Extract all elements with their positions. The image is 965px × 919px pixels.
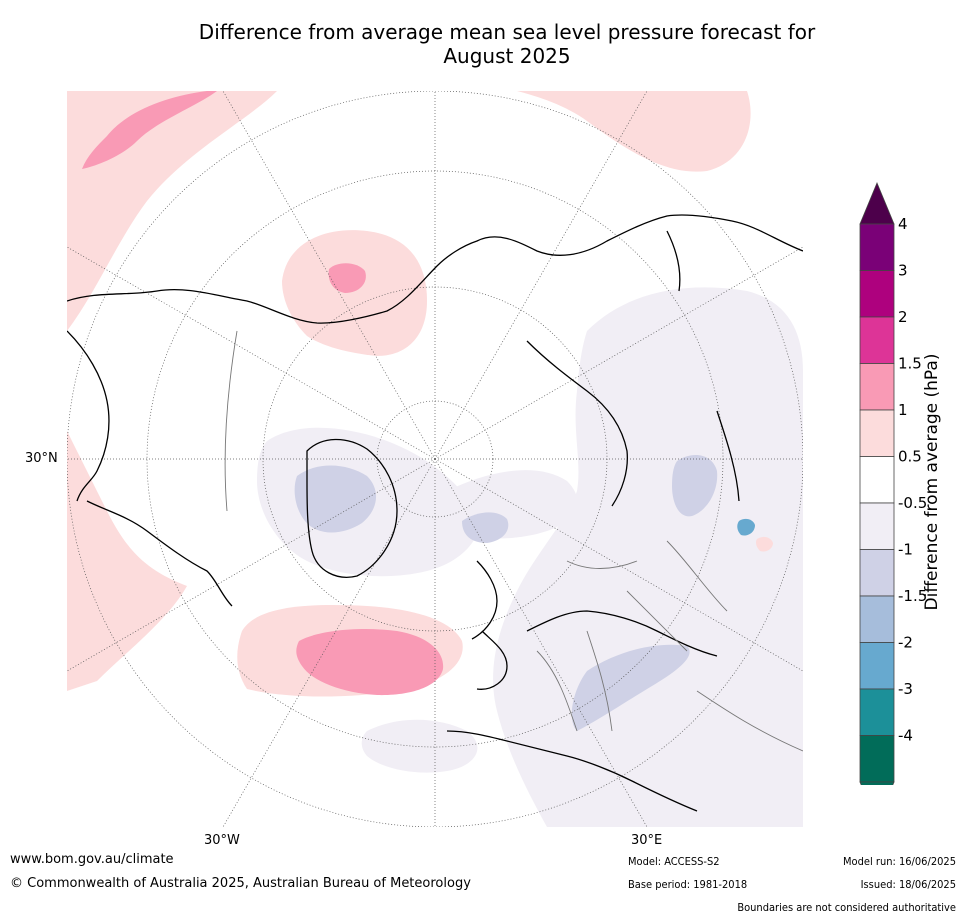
base-period-text: Base period: 1981-2018 <box>628 878 748 891</box>
colorbar-title: Difference from average (hPa) <box>922 353 942 611</box>
south-lowpatch <box>361 719 478 773</box>
title-line-1: Difference from average mean sea level p… <box>198 20 816 44</box>
title-line-2: August 2025 <box>443 44 571 68</box>
colorbar-tick-label: -3 <box>898 680 913 698</box>
colorbar-segment <box>859 270 895 318</box>
colorbar-tick-label: -1.5 <box>898 587 927 605</box>
colorbar-tick-label: 3 <box>898 262 908 280</box>
copyright-text: © Commonwealth of Australia 2025, Austra… <box>10 876 471 891</box>
colorbar-tick-label: 1.5 <box>898 355 922 373</box>
central-asia-spot <box>737 518 755 536</box>
colorbar-segment <box>859 363 895 411</box>
issued-text: Issued: 18/06/2025 <box>860 878 956 891</box>
bering-high-outer <box>282 230 427 356</box>
colorbar-tick-label: 2 <box>898 308 908 326</box>
colorbar-tick-label: -1 <box>898 541 913 559</box>
colorbar-segment <box>859 735 895 783</box>
colorbar-tick-label: -2 <box>898 634 913 652</box>
model-text: Model: ACCESS-S2 <box>628 855 720 868</box>
colorbar-segment <box>859 502 895 550</box>
west-pacific-pink <box>67 431 187 691</box>
colorbar: 4 3 2 1.5 1 0.5 -0.5 -1 -1.5 -2 -3 -4 <box>855 180 965 825</box>
colorbar-segment <box>859 316 895 364</box>
map-svg <box>67 91 803 827</box>
colorbar-segment <box>859 688 895 736</box>
lon-label-30e: 30°E <box>631 833 663 848</box>
polar-map[interactable] <box>67 91 803 827</box>
central-asia-pink-spot <box>756 536 773 552</box>
colorbar-segment <box>859 642 895 690</box>
greenland-low-region <box>294 465 377 533</box>
colorbar-segment <box>859 409 895 457</box>
lat-label-30n: 30°N <box>25 451 58 466</box>
colorbar-extend-top <box>859 181 895 225</box>
scandi-low-patch <box>462 512 509 543</box>
colorbar-svg: 4 3 2 1.5 1 0.5 -0.5 -1 -1.5 -2 -3 -4 <box>859 181 927 825</box>
colorbar-tick-label: -0.5 <box>898 494 927 512</box>
chart-title: Difference from average mean sea level p… <box>0 20 965 68</box>
eurasia-low-region <box>493 287 803 827</box>
colorbar-tick-label: 0.5 <box>898 448 922 466</box>
borders <box>224 330 803 752</box>
colorbar-tick-label: -4 <box>898 727 913 745</box>
website-link[interactable]: www.bom.gov.au/climate <box>10 852 174 867</box>
siberia-low-patch <box>672 455 718 517</box>
colorbar-tick-label: 4 <box>898 215 908 233</box>
colorbar-segment <box>859 223 895 271</box>
disclaimer-text: Boundaries are not considered authoritat… <box>737 901 956 914</box>
colorbar-tick-label: 1 <box>898 401 908 419</box>
bering-high-core <box>328 263 366 293</box>
eurasia-low-band <box>571 644 690 731</box>
north-atlantic-high-core <box>296 629 444 696</box>
graticule <box>67 91 803 827</box>
colorbar-extend-bottom <box>859 781 895 825</box>
colorbar-segment <box>859 595 895 643</box>
north-pacific-high-core <box>82 91 217 169</box>
model-run-text: Model run: 16/06/2025 <box>843 855 956 868</box>
top-right-pink <box>517 91 751 172</box>
colorbar-segment <box>859 456 895 504</box>
colorbar-segment <box>859 549 895 597</box>
lon-label-30w: 30°W <box>204 833 240 848</box>
coastlines <box>67 214 803 812</box>
